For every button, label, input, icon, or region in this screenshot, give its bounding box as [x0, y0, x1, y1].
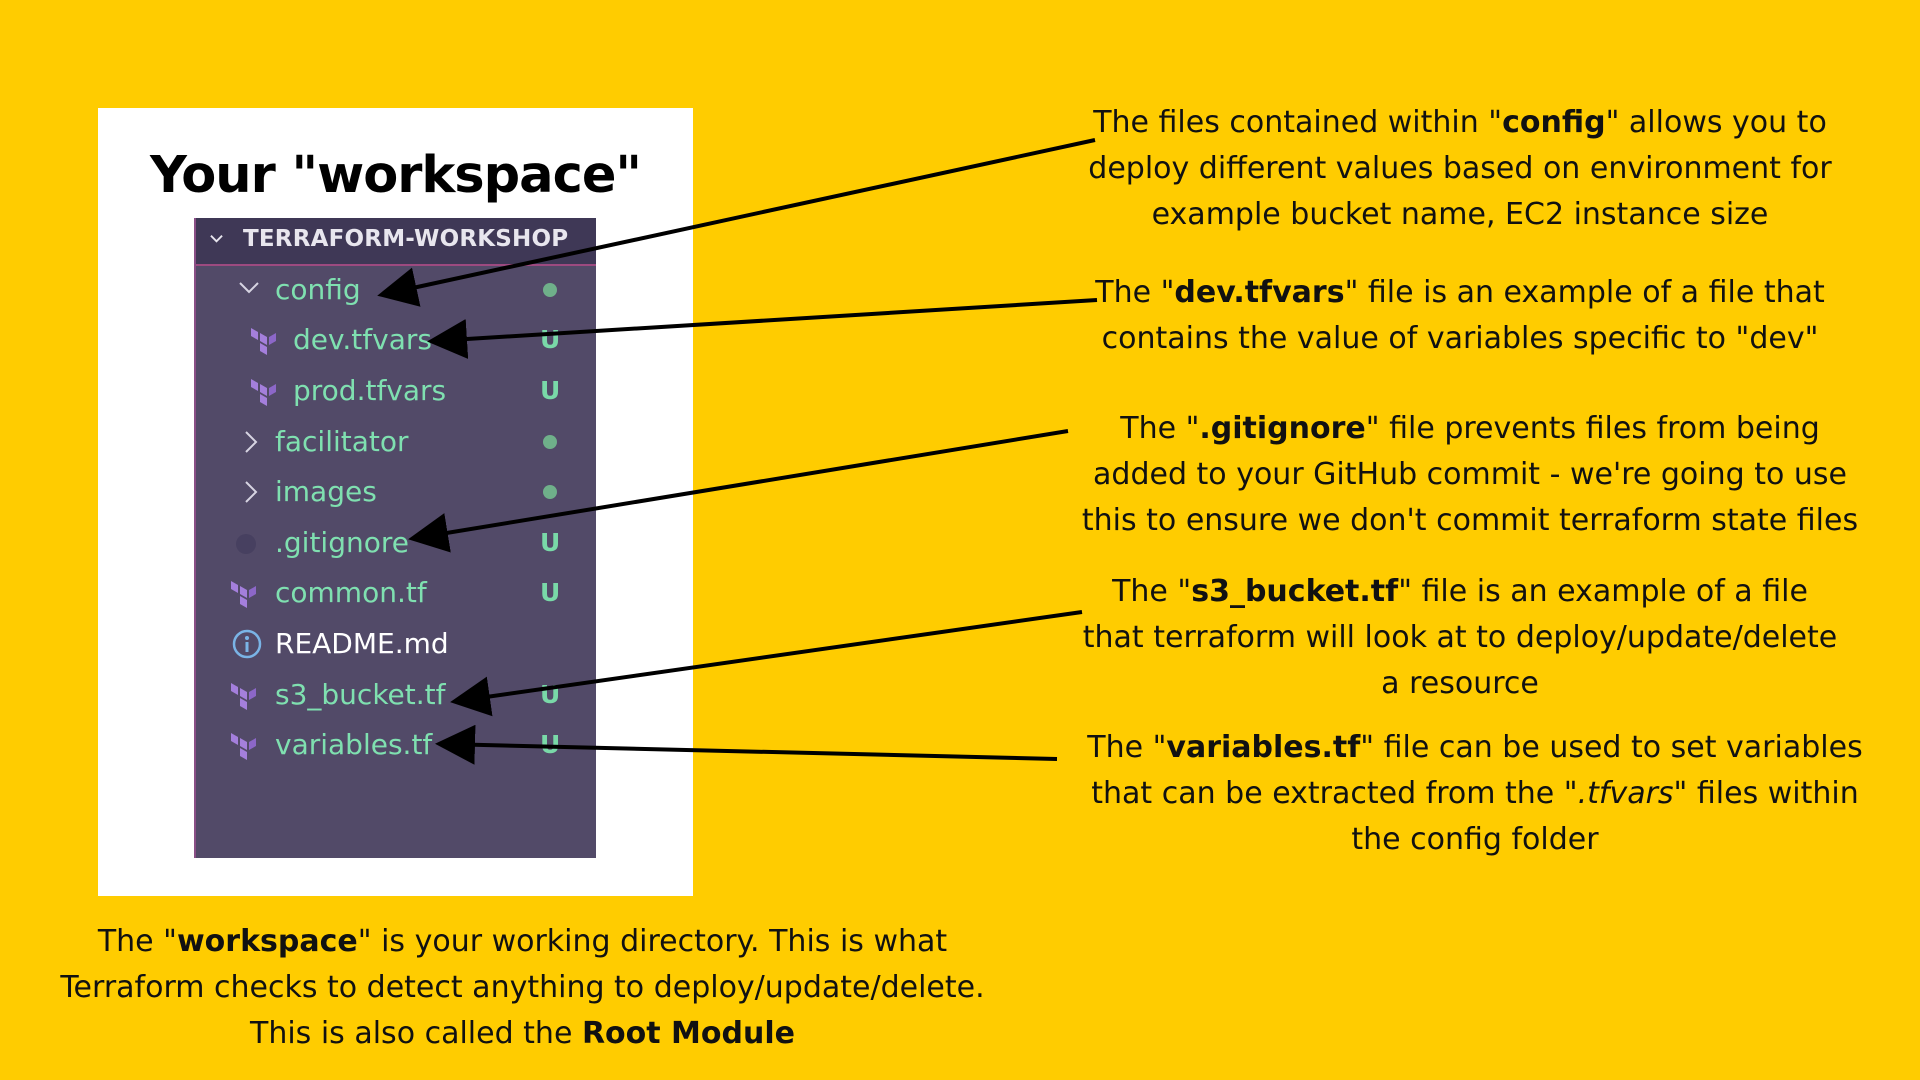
- tree-item-facilitator[interactable]: facilitator: [196, 421, 596, 465]
- git-status-badge: U: [540, 578, 561, 607]
- tree-item-label: dev.tfvars: [293, 323, 432, 356]
- modified-dot: [543, 435, 557, 449]
- annotation-text: The ": [1120, 411, 1200, 446]
- tree-item-label: variables.tf: [275, 728, 433, 761]
- annotation-italic: .tfvars: [1577, 776, 1674, 811]
- tree-item-config[interactable]: config: [196, 269, 596, 313]
- terraform-icon: [231, 733, 256, 760]
- annotation-text: The files contained within ": [1093, 105, 1503, 140]
- terraform-icon: [251, 379, 276, 406]
- workspace-card: Your "workspace" TERRAFORM-WORKSHOP conf…: [98, 108, 693, 896]
- footer-text: " is your working directory. This is wha…: [60, 924, 985, 1051]
- arrow-dev-tfvars: [427, 298, 1098, 359]
- chevron-down-icon: [239, 282, 259, 294]
- annotation-text: " file is an example of a file that terr…: [1082, 574, 1838, 701]
- tree-item-label: s3_bucket.tf: [275, 678, 446, 711]
- tree-item-label: common.tf: [275, 576, 427, 609]
- annotation-bold: dev.tfvars: [1174, 275, 1345, 310]
- terraform-icon: [231, 683, 256, 710]
- gitignore-icon: [236, 534, 256, 554]
- arrow-config: [377, 138, 1096, 307]
- annotation-text: The ": [1112, 574, 1192, 609]
- tree-item-prod-tfvars[interactable]: prod.tfvars U: [196, 370, 596, 414]
- explorer-title: TERRAFORM-WORKSHOP: [243, 226, 569, 252]
- annotation-bold: config: [1502, 105, 1606, 140]
- tree-item-gitignore[interactable]: .gitignore U: [196, 522, 596, 566]
- terraform-icon: [251, 328, 276, 355]
- arrow-s3-bucket: [450, 610, 1083, 717]
- terraform-icon: [231, 581, 256, 608]
- tree-item-label: images: [275, 475, 377, 508]
- footer-bold: workspace: [176, 924, 358, 959]
- annotation-text: The ": [1087, 730, 1167, 765]
- tree-item-images[interactable]: images: [196, 471, 596, 515]
- arrow-variables: [435, 724, 1058, 765]
- git-status-badge: U: [540, 376, 561, 405]
- modified-dot: [543, 485, 557, 499]
- footer-caption: The "workspace" is your working director…: [55, 919, 990, 1057]
- annotation-text: " allows you to deploy different values …: [1088, 105, 1832, 232]
- chevron-down-icon: [210, 235, 223, 243]
- tree-item-label: facilitator: [275, 425, 409, 458]
- annotation-s3-bucket: The "s3_bucket.tf" file is an example of…: [1080, 569, 1840, 707]
- annotation-variables: The "variables.tf" file can be used to s…: [1065, 725, 1885, 863]
- file-explorer: TERRAFORM-WORKSHOP config dev.tfvars U: [194, 218, 596, 858]
- annotation-text: " file can be used to set variables that…: [1091, 730, 1863, 811]
- tree-item-label: prod.tfvars: [293, 374, 447, 407]
- tree-item-label: .gitignore: [275, 526, 409, 559]
- annotation-dev-tfvars: The "dev.tfvars" file is an example of a…: [1080, 270, 1840, 362]
- chevron-right-icon: [245, 431, 258, 453]
- footer-bold: Root Module: [581, 1016, 795, 1051]
- workspace-title: Your "workspace": [150, 146, 642, 205]
- info-icon: [232, 629, 262, 659]
- tree-item-label: README.md: [275, 627, 449, 660]
- annotation-bold: .gitignore: [1199, 411, 1366, 446]
- tree-item-common-tf[interactable]: common.tf U: [196, 572, 596, 616]
- footer-text: The ": [97, 924, 177, 959]
- modified-dot: [543, 283, 557, 297]
- annotation-text: " files within the config folder: [1351, 776, 1859, 857]
- git-status-badge: U: [540, 730, 561, 759]
- annotation-text: " file prevents files from being added t…: [1081, 411, 1859, 538]
- annotation-text: " file is an example of a file that cont…: [1101, 275, 1825, 356]
- annotation-text: The ": [1095, 275, 1175, 310]
- tree-item-dev-tfvars[interactable]: dev.tfvars U: [196, 319, 596, 363]
- git-status-badge: U: [540, 528, 561, 557]
- annotation-bold: variables.tf: [1166, 730, 1361, 765]
- explorer-header[interactable]: TERRAFORM-WORKSHOP: [196, 218, 596, 266]
- annotation-bold: s3_bucket.tf: [1191, 574, 1399, 609]
- tree-item-label: config: [275, 273, 361, 306]
- annotation-gitignore: The ".gitignore" file prevents files fro…: [1070, 406, 1870, 544]
- arrow-gitignore: [408, 429, 1069, 553]
- chevron-right-icon: [245, 481, 258, 503]
- tree-item-readme[interactable]: README.md: [196, 623, 596, 667]
- tree-item-variables-tf[interactable]: variables.tf U: [196, 724, 596, 768]
- annotation-config: The files contained within "config" allo…: [1070, 100, 1850, 238]
